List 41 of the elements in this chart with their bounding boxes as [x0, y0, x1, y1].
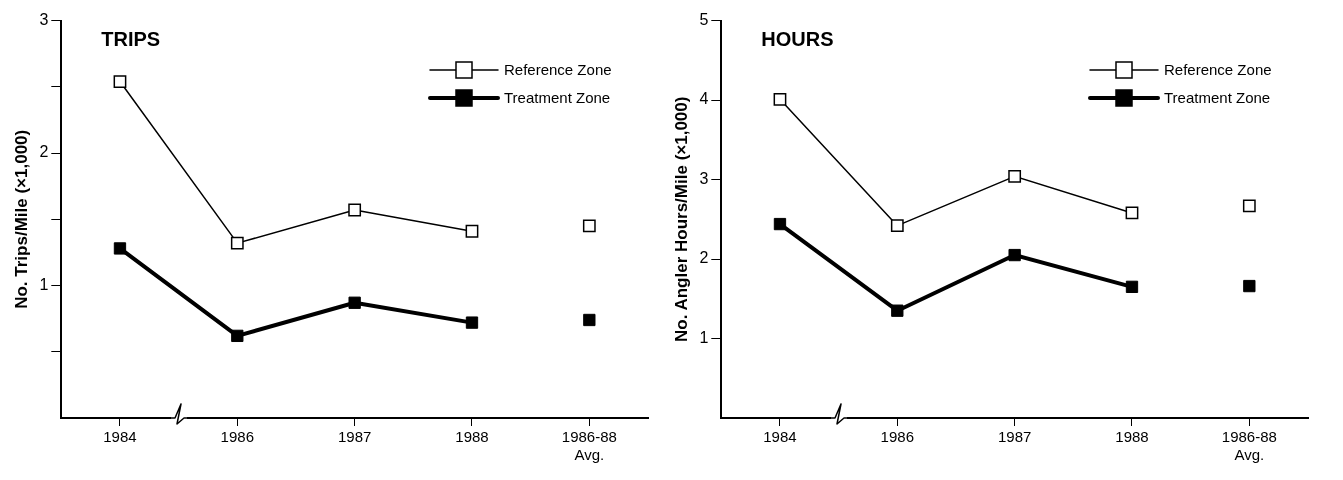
y-tick-label: 3 [39, 11, 49, 29]
point [773, 92, 787, 106]
chart-title: HOURS [761, 28, 834, 51]
x-tick-label: 1987 [997, 428, 1032, 446]
point [891, 304, 904, 317]
legend-label: Treatment Zone [1164, 89, 1271, 107]
point [890, 219, 904, 233]
y-tick-label: 3 [699, 169, 709, 187]
x-tick-label: 1986 [880, 428, 914, 446]
y-tick-label: 2 [39, 143, 49, 161]
x-tick-label: 1986-88 Avg. [561, 428, 617, 464]
point [773, 217, 787, 231]
x-tick-label: 1984 [763, 428, 797, 446]
x-tick-label: 1987 [337, 428, 372, 446]
x-tick-label: 1988 [455, 428, 489, 446]
x-tick-label: 1986 [220, 428, 254, 446]
point [231, 329, 244, 343]
point [465, 224, 479, 238]
point [348, 203, 362, 217]
point [1008, 169, 1022, 183]
y-tick-label: 5 [699, 11, 709, 29]
x-tick-label: 1984 [103, 428, 137, 446]
y-tick-label: 4 [699, 90, 709, 108]
x-tick-label: 1988 [1115, 428, 1149, 446]
y-tick-label: 2 [699, 249, 709, 267]
point [465, 316, 479, 329]
y-axis-title: No. Trips/Mile (×1,000) [11, 129, 31, 309]
chart-title: TRIPS [101, 28, 161, 51]
point [230, 236, 244, 250]
y-tick-label: 1 [699, 328, 709, 346]
x-tick-label: 1986-88 Avg. [1221, 428, 1277, 464]
point [1008, 248, 1021, 262]
point [113, 242, 127, 255]
point [348, 296, 361, 309]
legend-label: Reference Zone [1164, 61, 1272, 79]
y-tick-label: 1 [39, 275, 49, 293]
y-axis-title: No. Angler Hours/Mile (×1,000) [671, 96, 691, 343]
point [113, 75, 127, 88]
point [1125, 280, 1139, 294]
legend-label: Treatment Zone [504, 89, 611, 107]
legend-label: Reference Zone [504, 61, 612, 79]
